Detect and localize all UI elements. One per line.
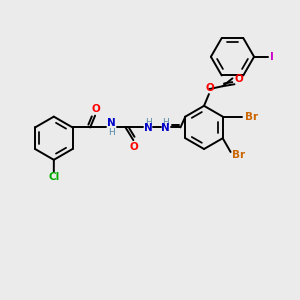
Text: O: O — [130, 142, 139, 152]
Text: H: H — [108, 128, 115, 137]
Text: N: N — [107, 118, 116, 128]
Text: O: O — [92, 104, 100, 114]
Text: H: H — [162, 118, 169, 127]
Text: O: O — [234, 74, 243, 84]
Text: N: N — [161, 123, 170, 134]
Text: N: N — [144, 123, 152, 134]
Text: Cl: Cl — [48, 172, 59, 182]
Text: Br: Br — [232, 150, 245, 160]
Text: I: I — [270, 52, 274, 62]
Text: Br: Br — [244, 112, 258, 122]
Text: H: H — [145, 118, 152, 127]
Text: O: O — [206, 83, 214, 93]
